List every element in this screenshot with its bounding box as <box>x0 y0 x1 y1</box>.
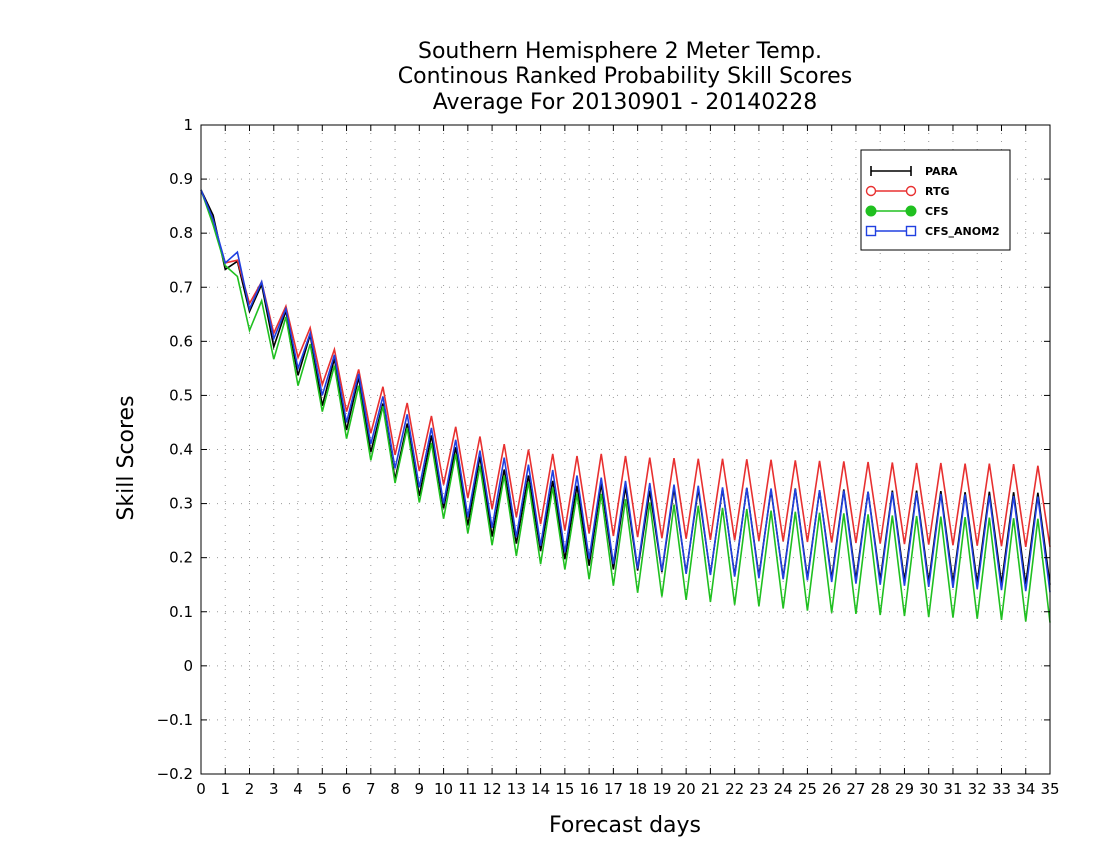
x-tick-label: 29 <box>895 780 914 798</box>
chart-title-line-3: Average For 20130901 - 20140228 <box>433 90 818 115</box>
x-tick-label: 10 <box>434 780 453 798</box>
x-tick-label: 24 <box>774 780 793 798</box>
y-tick-label: 0.7 <box>169 278 193 296</box>
x-tick-label: 30 <box>919 780 938 798</box>
x-tick-label: 20 <box>677 780 696 798</box>
y-tick-label: 0.8 <box>169 224 193 242</box>
x-tick-label: 6 <box>342 780 352 798</box>
x-tick-label: 28 <box>871 780 890 798</box>
y-tick-label: −0.2 <box>157 765 193 783</box>
series-line-rtg <box>200 189 1051 547</box>
x-tick-label: 32 <box>968 780 987 798</box>
x-tick-label: 25 <box>798 780 817 798</box>
x-tick-label: 2 <box>245 780 255 798</box>
y-tick-label: 0.4 <box>169 441 193 459</box>
y-tick-label: 0.5 <box>169 386 193 404</box>
x-tick-label: 1 <box>220 780 230 798</box>
chart-title-line-2: Continous Ranked Probability Skill Score… <box>398 64 852 89</box>
x-tick-label: 8 <box>390 780 400 798</box>
legend-open-square-marker <box>865 225 877 237</box>
x-tick-label: 12 <box>483 780 502 798</box>
x-tick-label: 35 <box>1040 780 1059 798</box>
legend-filled-circle-marker <box>865 205 877 217</box>
x-tick-label: 9 <box>415 780 425 798</box>
x-tick-label: 23 <box>749 780 768 798</box>
series-lines <box>200 189 1051 623</box>
legend-open-circle-marker <box>865 185 877 197</box>
legend-entry-para: PARA <box>870 165 958 178</box>
x-tick-label: 5 <box>318 780 328 798</box>
y-tick-label: 0.2 <box>169 549 193 567</box>
legend-open-square-marker <box>905 225 917 237</box>
x-tick-label: 4 <box>293 780 303 798</box>
legend-filled-circle-marker <box>905 205 917 217</box>
x-tick-label: 22 <box>725 780 744 798</box>
chart-title: Southern Hemisphere 2 Meter Temp. Contin… <box>398 39 852 115</box>
x-tick-label: 13 <box>507 780 526 798</box>
x-tick-label: 14 <box>531 780 550 798</box>
x-tick-label: 21 <box>701 780 720 798</box>
y-tick-label: 0.1 <box>169 603 193 621</box>
x-tick-label: 34 <box>1016 780 1035 798</box>
y-tick-label: 0.6 <box>169 332 193 350</box>
legend-box <box>860 149 1011 251</box>
x-tick-label: 0 <box>196 780 206 798</box>
legend-label: CFS <box>925 205 949 218</box>
y-axis-label: Skill Scores <box>114 395 139 520</box>
y-tick-label: 0 <box>183 657 193 675</box>
y-tick-label: −0.1 <box>157 711 193 729</box>
x-axis-ticks: 0 1 2 3 4 5 6 7 8 9 10 11 12 13 14 15 16 17 18 19 20 21 22 23 24… <box>196 125 1060 798</box>
x-tick-label: 16 <box>580 780 599 798</box>
x-tick-label: 7 <box>366 780 376 798</box>
x-tick-label: 33 <box>992 780 1011 798</box>
legend-entry-cfs-anom2: CFS_ANOM2 <box>865 225 1000 238</box>
x-axis-label: Forecast days <box>549 813 701 838</box>
y-tick-label: 0.3 <box>169 495 193 513</box>
x-tick-label: 18 <box>628 780 647 798</box>
series-line-cfs <box>200 189 1051 623</box>
y-tick-label: 0.9 <box>169 170 193 188</box>
legend-entry-rtg: RTG <box>865 185 950 198</box>
x-tick-label: 26 <box>822 780 841 798</box>
x-tick-label: 15 <box>555 780 574 798</box>
legend: PARA RTG CFS CFS_ANOM2 <box>860 149 1011 251</box>
legend-label: CFS_ANOM2 <box>925 225 1000 238</box>
x-tick-label: 3 <box>269 780 279 798</box>
x-tick-label: 19 <box>652 780 671 798</box>
y-axis-ticks: −0.2 −0.1 0 0.1 0.2 0.3 0.4 0.5 0.6 0.7 0.8 0.9 1 <box>157 116 1050 783</box>
series-line-cfs-anom2 <box>200 189 1051 593</box>
chart-title-line-1: Southern Hemisphere 2 Meter Temp. <box>418 39 822 64</box>
legend-label: RTG <box>925 185 950 198</box>
legend-entry-cfs: CFS <box>865 205 949 218</box>
legend-label: PARA <box>925 165 958 178</box>
x-tick-label: 11 <box>458 780 477 798</box>
y-tick-label: 1 <box>183 116 193 134</box>
x-tick-label: 27 <box>846 780 865 798</box>
x-tick-label: 17 <box>604 780 623 798</box>
legend-open-circle-marker <box>905 185 917 197</box>
x-tick-label: 31 <box>943 780 962 798</box>
